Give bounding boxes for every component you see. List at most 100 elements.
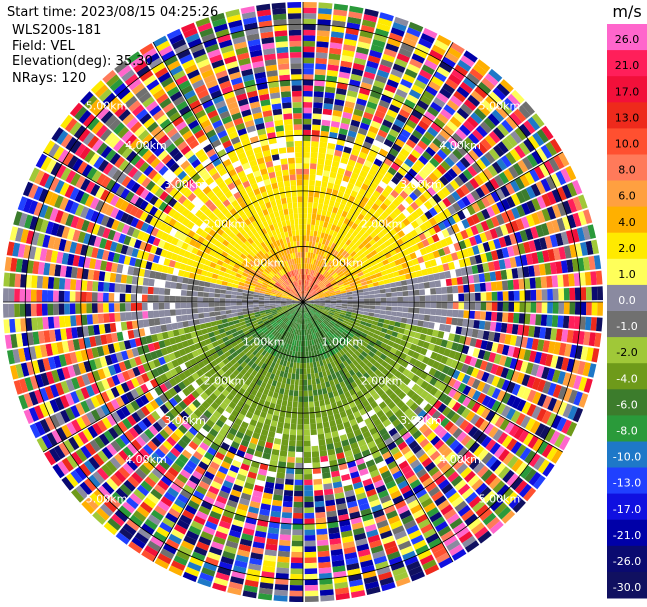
velocity-gate: [359, 170, 368, 178]
velocity-gate: [355, 371, 363, 379]
velocity-gate: [300, 351, 303, 358]
velocity-gate: [421, 457, 433, 468]
velocity-gate: [386, 133, 397, 143]
velocity-gate: [435, 353, 443, 363]
velocity-gate: [558, 342, 567, 356]
velocity-gate: [537, 379, 546, 393]
velocity-gate: [408, 330, 416, 338]
velocity-gate: [422, 341, 430, 349]
velocity-gate: [376, 423, 385, 432]
velocity-gate: [303, 252, 306, 258]
velocity-gate: [314, 500, 325, 508]
velocity-gate: [325, 282, 331, 287]
velocity-gate: [340, 341, 347, 348]
velocity-gate: [315, 52, 328, 59]
velocity-gate: [313, 321, 317, 327]
velocity-gate: [418, 314, 425, 321]
velocity-gate: [504, 421, 515, 434]
velocity-gate: [527, 116, 541, 131]
velocity-gate: [283, 389, 290, 396]
velocity-gate: [390, 375, 398, 384]
velocity-gate: [340, 290, 347, 294]
velocity-gate: [410, 392, 420, 402]
velocity-gate: [180, 290, 187, 296]
velocity-gate: [382, 349, 390, 356]
velocity-gate: [457, 504, 471, 517]
velocity-gate: [531, 212, 541, 225]
velocity-gate: [494, 462, 506, 476]
velocity-gate: [305, 291, 308, 297]
velocity-gate: [214, 293, 221, 298]
velocity-gate: [323, 103, 333, 110]
velocity-gate: [136, 311, 143, 320]
velocity-gate: [153, 302, 159, 310]
velocity-gate: [306, 318, 309, 324]
velocity-gate: [340, 310, 347, 314]
velocity-gate: [372, 115, 384, 124]
velocity-gate: [273, 488, 284, 496]
velocity-gate: [304, 496, 314, 502]
velocity-gate: [354, 265, 361, 272]
velocity-gate: [365, 263, 373, 269]
velocity-gate: [351, 522, 364, 530]
velocity-gate: [280, 444, 288, 452]
velocity-gate: [411, 84, 424, 95]
velocity-gate: [312, 118, 321, 126]
velocity-gate: [415, 124, 426, 135]
velocity-gate: [341, 117, 351, 125]
velocity-gate: [479, 121, 492, 134]
velocity-gate: [347, 413, 355, 421]
velocity-gate: [398, 382, 407, 391]
velocity-gate: [540, 223, 550, 236]
velocity-gate: [460, 467, 472, 479]
velocity-gate: [408, 307, 414, 313]
velocity-gate: [315, 287, 321, 292]
velocity-gate: [328, 343, 334, 350]
velocity-gate: [461, 218, 470, 229]
velocity-gate: [440, 355, 449, 365]
velocity-gate: [523, 138, 535, 153]
velocity-gate: [318, 306, 325, 309]
velocity-gate: [354, 350, 361, 357]
velocity-gate: [474, 86, 488, 99]
velocity-gate: [341, 473, 351, 482]
velocity-gate: [374, 305, 381, 310]
velocity-gate: [562, 387, 573, 402]
velocity-gate: [401, 104, 413, 114]
velocity-gate: [408, 425, 419, 436]
velocity-gate: [349, 362, 356, 370]
velocity-gate: [304, 468, 312, 475]
velocity-gate: [329, 336, 335, 343]
velocity-gate: [446, 120, 458, 132]
velocity-gate: [415, 377, 425, 387]
velocity-gate: [316, 279, 321, 285]
velocity-gate: [444, 141, 456, 152]
velocity-gate: [471, 162, 482, 174]
velocity-gate: [469, 302, 476, 310]
velocity-gate: [402, 550, 416, 561]
velocity-gate: [508, 165, 519, 179]
velocity-gate: [231, 291, 238, 295]
velocity-gate: [445, 451, 457, 463]
velocity-gate: [519, 447, 532, 461]
velocity-gate: [585, 240, 594, 255]
velocity-gate: [327, 64, 339, 72]
velocity-gate: [322, 289, 329, 293]
velocity-gate: [272, 499, 283, 507]
velocity-gate: [311, 339, 315, 346]
velocity-gate: [337, 317, 344, 322]
velocity-gate: [410, 201, 419, 211]
velocity-gate: [308, 241, 313, 248]
velocity-gate: [476, 404, 486, 416]
velocity-gate: [351, 68, 364, 77]
velocity-gate: [358, 382, 365, 391]
velocity-gate: [418, 38, 433, 49]
velocity-gate: [295, 373, 300, 380]
velocity-gate: [313, 367, 318, 374]
velocity-gate: [462, 275, 469, 285]
velocity-gate: [303, 46, 315, 53]
velocity-gate: [476, 465, 489, 478]
velocity-gate: [192, 308, 198, 314]
velocity-gate: [303, 124, 312, 130]
velocity-gate: [295, 462, 303, 469]
